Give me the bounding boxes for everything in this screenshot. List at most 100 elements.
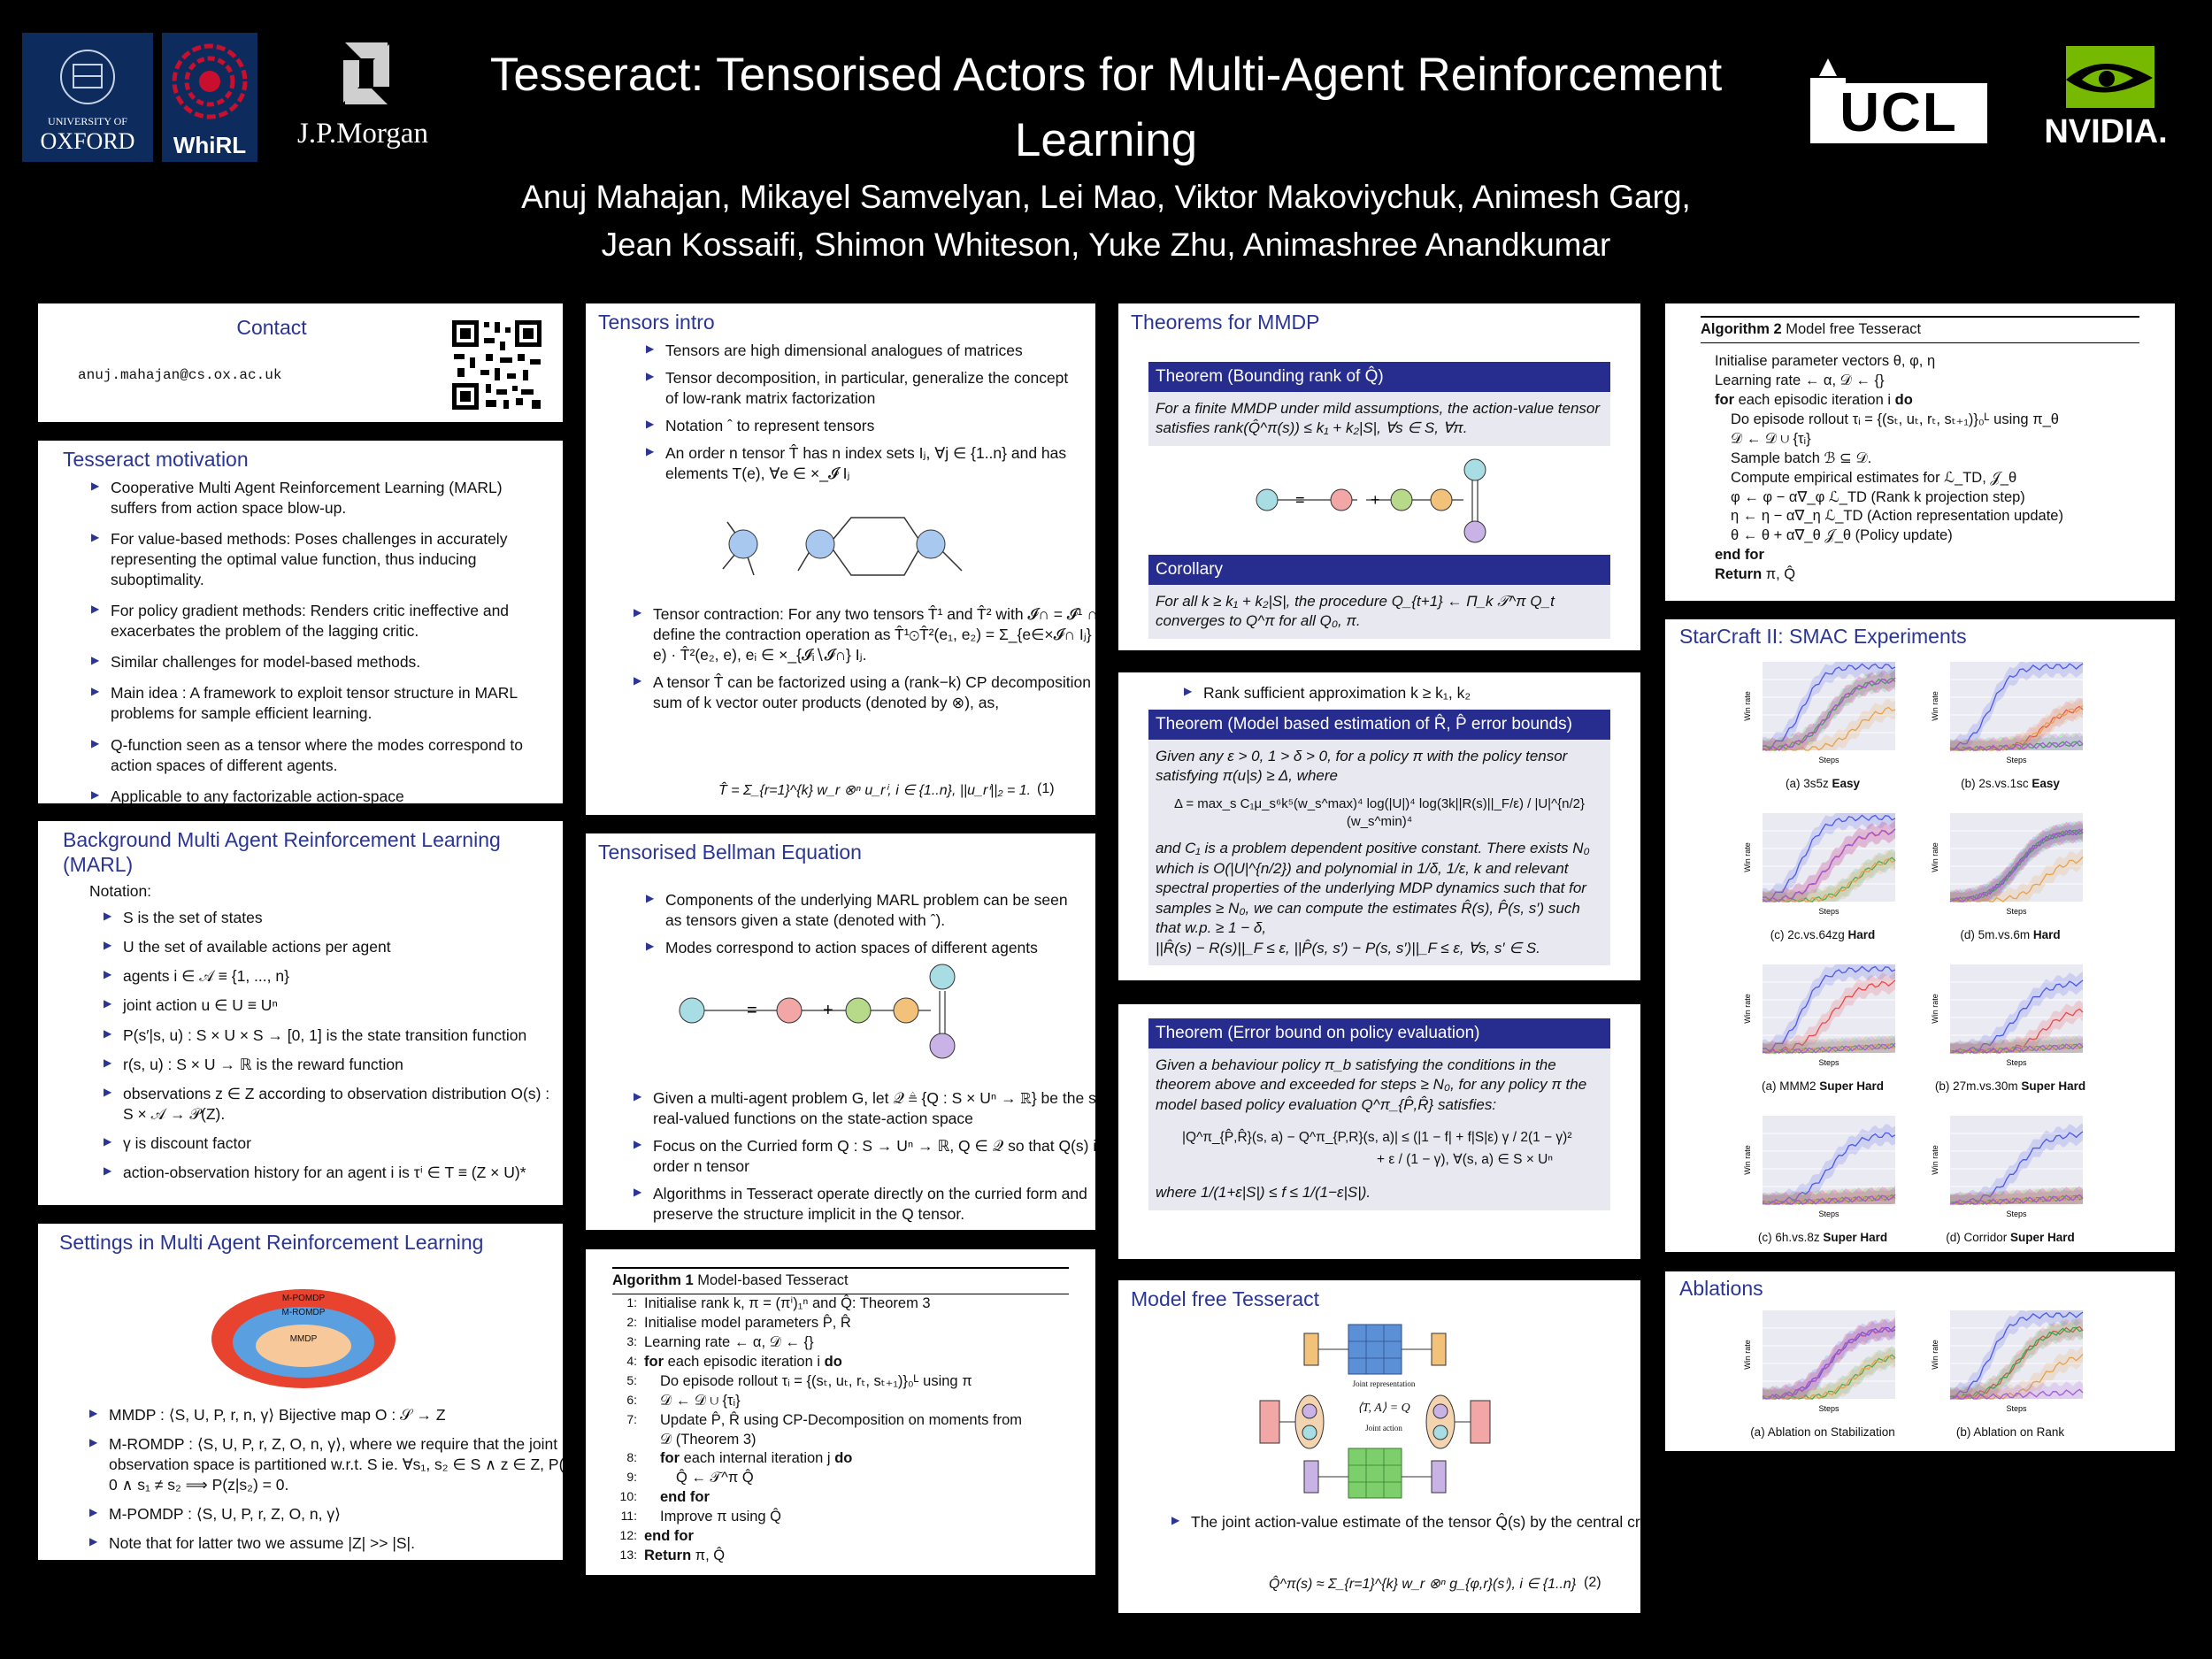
line-text: for each episodic iteration i do [1715,391,1913,408]
line-text: end for [644,1528,694,1545]
line-text: for each internal iteration j do [660,1450,853,1467]
series-line [1762,1355,1896,1400]
motivation-item: Similar challenges for model-based metho… [91,652,550,672]
settings-item: Note that for latter two we assume |Z| >… [89,1533,563,1554]
series-band [1763,668,1895,750]
line-number [612,1431,644,1450]
learning-curve-plot: Win rate Steps [1931,1310,2084,1413]
learning-curve-plot: Win rate Steps [1743,964,1896,1067]
modelfree-title: Model free Tesseract [1131,1287,1320,1310]
y-axis-label: Win rate [1743,842,1752,872]
line-text: 𝒟 ← 𝒟 ∪ {τᵢ} [660,1392,741,1409]
smac-plot-caption: (c) 6h.vs.8z Super Hard [1757,1230,1888,1244]
series-line [1762,965,1896,1052]
smac-plot: Win rate Steps [1931,810,2090,938]
line-text: Return π, Q̂ [644,1548,726,1564]
motivation-panel: Tesseract motivation Cooperative Multi A… [38,441,563,803]
series-line [1762,814,1896,901]
line-text: Sample batch ℬ ⊆ 𝒟. [1731,449,1872,466]
settings-item: MMDP : ⟨S, U, P, r, n, γ⟩ Bijective map … [89,1405,563,1425]
y-axis-label: Win rate [1743,691,1752,721]
algorithm-line: 5: Do episode rollout τᵢ = {(sₜ, uₜ, rₜ, … [612,1372,1069,1392]
line-number: 3: [626,1333,637,1348]
line-text: Do episode rollout τᵢ = {(sₜ, uₜ, rₜ, sₜ… [660,1372,972,1389]
ucl-portico-icon [1810,58,1987,143]
learning-curve-plot: Win rate Steps [1931,661,2084,764]
series-line [1762,677,1896,751]
contact-email[interactable]: anuj.mahajan@cs.ox.ac.uk [78,367,282,383]
tensors-item: Tensors are high dimensional analogues o… [646,341,1083,361]
bellman-item: Focus on the Curried form Q : S → Uⁿ → ℝ… [634,1136,1095,1177]
algorithm-line: 11: Improve π using Q̂ [612,1508,1069,1527]
settings-item: M-POMDP : ⟨S, U, P, r, Z, O, n, γ⟩ [89,1504,563,1525]
algorithm-line: 3: Learning rate ← α, 𝒟 ← {} [612,1333,1069,1353]
series-band [1763,964,1895,1053]
series-line [1762,1354,1896,1400]
bellman-title: Tensorised Bellman Equation [598,841,862,864]
background-panel: Background Multi Agent Reinforcement Lea… [38,821,563,1205]
oxford-logo: UNIVERSITY OF OXFORD [22,33,153,162]
series-band [1950,1317,2083,1399]
series-band [1950,1310,2083,1399]
y-axis-label: Win rate [1931,691,1939,721]
motivation-item: For policy gradient methods: Renders cri… [91,601,550,641]
modelfree-bullet: The joint action-value estimate of the t… [1171,1512,1640,1532]
theorem-rank-body: For a finite MMDP under mild assumptions… [1148,392,1610,446]
algorithm-line: 13: Return π, Q̂ [612,1547,1069,1566]
y-axis-label: Win rate [1931,1340,1939,1370]
theorem-model-eq: Δ = max_s C₁μ_s⁶k⁵(w_s^max)⁴ log(|U|)⁴ l… [1174,795,1585,829]
pomdp-ellipse-diagram [211,1289,396,1388]
series-band [1950,847,2083,902]
smac-plot-caption: (c) 2c.vs.64zg Hard [1770,927,1876,941]
y-axis-label: Win rate [1743,1340,1752,1370]
y-axis-label: Win rate [1931,842,1939,872]
line-text: for each episodic iteration i do [644,1353,842,1370]
tensor-network-diagram [722,517,963,576]
y-axis-label: Win rate [1743,1145,1752,1175]
series-line [1762,706,1896,751]
line-number: 12: [619,1528,637,1543]
line-text: Compute empirical estimates for ℒ_TD, 𝒥_… [1731,469,2017,486]
algorithm-line: θ ← θ + α∇_θ 𝒥_θ (Policy update) [1715,526,2139,546]
x-axis-label: Steps [1818,1210,1839,1218]
algorithm-line: Learning rate ← α, 𝒟 ← {} [1715,372,2139,391]
bellman-tensor-diagram: = + [679,964,956,1059]
whirl-logo: WhiRL [162,33,257,162]
background-title-line1: Background Multi Agent Reinforcement Lea… [63,828,501,851]
theorem-error-p2: where 1/(1+ε|S|) ≤ f ≤ 1/(1−ε|S|). [1156,1184,1371,1202]
algorithm-line: Sample batch ℬ ⊆ 𝒟. [1715,449,2139,469]
theorem-tensor-diagram: = + [1256,458,1486,543]
algorithm2-lines: Initialise parameter vectors θ, φ, η Lear… [1715,352,2139,585]
modelfree-equation-number: (2) [1584,1575,1601,1590]
nvidia-logo: NVIDIA. [2031,44,2181,155]
series-line [1949,1388,2084,1400]
line-text: Do episode rollout τᵢ = {(sₜ, uₜ, rₜ, sₜ… [1731,411,2059,427]
background-item: S is the set of states [104,908,550,928]
line-number: 10: [619,1489,637,1504]
series-band [1950,696,2083,750]
smac-plot-caption: (a) 3s5z Easy [1785,776,1861,790]
background-item: agents i ∈ 𝒜 ≡ {1, ..., n} [104,966,550,987]
diagram-label-ta-q: ⟨T, A⟩ = Q [1357,1402,1410,1415]
line-text: Update P̂, R̂ using CP-Decomposition on … [660,1411,1023,1428]
y-axis-label: Win rate [1931,1145,1939,1175]
jpmorgan-text: J.P.Morgan [297,118,428,150]
y-axis-label: Win rate [1931,994,1939,1024]
series-line [1949,662,2084,751]
series-band [1950,661,2083,750]
smac-title: StarCraft II: SMAC Experiments [1679,625,1967,648]
ucl-logo: UCL [1805,55,1991,143]
motivation-item: Cooperative Multi Agent Reinforcement Le… [91,478,550,518]
ablation-plot: Win rate Steps [1743,1307,1902,1435]
line-number: 11: [620,1509,637,1524]
learning-curve-plot: Win rate Steps [1743,1115,1896,1218]
qr-code-icon[interactable] [450,319,543,411]
ablation-plot-caption: (b) Ablation on Rank [1955,1425,2065,1439]
series-band [1763,661,1895,750]
line-number: 8: [626,1450,637,1465]
algorithm-line: 12: end for [612,1527,1069,1547]
line-text: Learning rate ← α, 𝒟 ← {} [644,1333,814,1350]
settings-title: Settings in Multi Agent Reinforcement Le… [59,1231,484,1254]
smac-plot-caption: (b) 27m.vs.30m Super Hard [1934,1079,2086,1093]
tensors-item: Tensor contraction: For any two tensors … [634,604,1095,665]
